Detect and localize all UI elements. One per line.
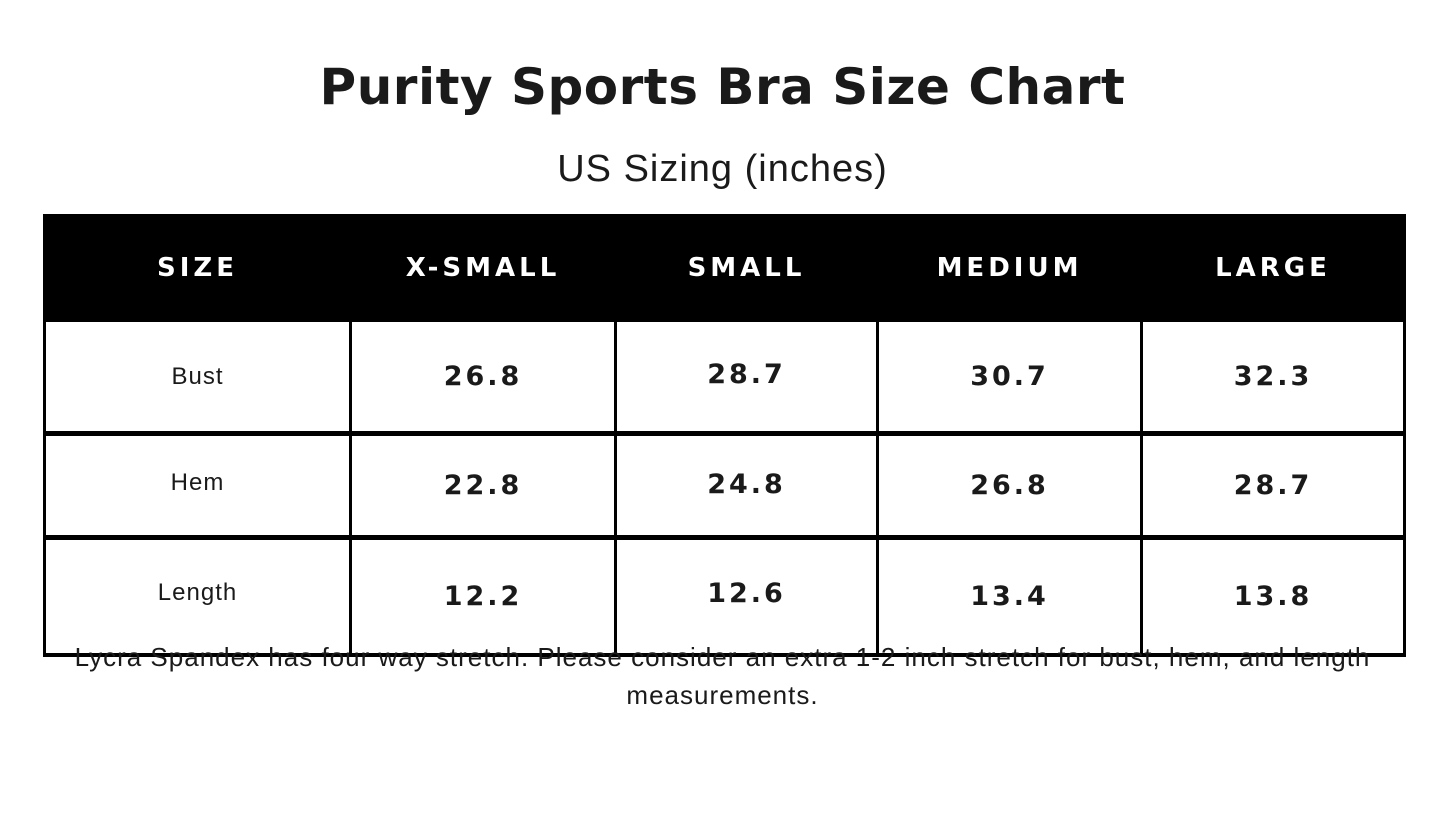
table-row-bust: Bust 26.8 28.7 30.7 32.3 (43, 319, 1406, 435)
cell-value: 13.8 (1140, 535, 1406, 657)
table-row-hem: Hem 22.8 24.8 26.8 28.7 (43, 431, 1406, 539)
cell-value: 26.8 (349, 319, 617, 435)
row-label: Hem (43, 431, 352, 539)
page-title: Purity Sports Bra Size Chart (319, 58, 1126, 116)
cell-value: 28.7 (614, 319, 879, 435)
header-size: SIZE (43, 214, 352, 322)
cell-value: 28.7 (1140, 431, 1406, 539)
header-small: SMALL (614, 214, 879, 322)
cell-value: 24.8 (614, 431, 879, 539)
header-large: LARGE (1140, 214, 1406, 322)
page-subtitle: US Sizing (inches) (557, 148, 888, 190)
row-label: Bust (43, 319, 352, 435)
cell-value: 12.2 (349, 535, 617, 657)
header-x-small: X-SMALL (349, 214, 617, 322)
cell-value: 22.8 (349, 431, 617, 539)
cell-value: 32.3 (1140, 319, 1406, 435)
table-header-row: SIZE X-SMALL SMALL MEDIUM LARGE (43, 214, 1406, 322)
cell-value: 26.8 (876, 431, 1143, 539)
cell-value: 12.6 (614, 535, 879, 657)
cell-value: 13.4 (876, 535, 1143, 657)
size-chart-table: SIZE X-SMALL SMALL MEDIUM LARGE Bust 26.… (43, 214, 1406, 657)
header-medium: MEDIUM (876, 214, 1143, 322)
row-label: Length (43, 535, 352, 657)
stretch-note: Lycra Spandex has four way stretch. Plea… (74, 642, 1371, 710)
table-row-length: Length 12.2 12.6 13.4 13.8 (43, 535, 1406, 657)
cell-value: 30.7 (876, 319, 1143, 435)
